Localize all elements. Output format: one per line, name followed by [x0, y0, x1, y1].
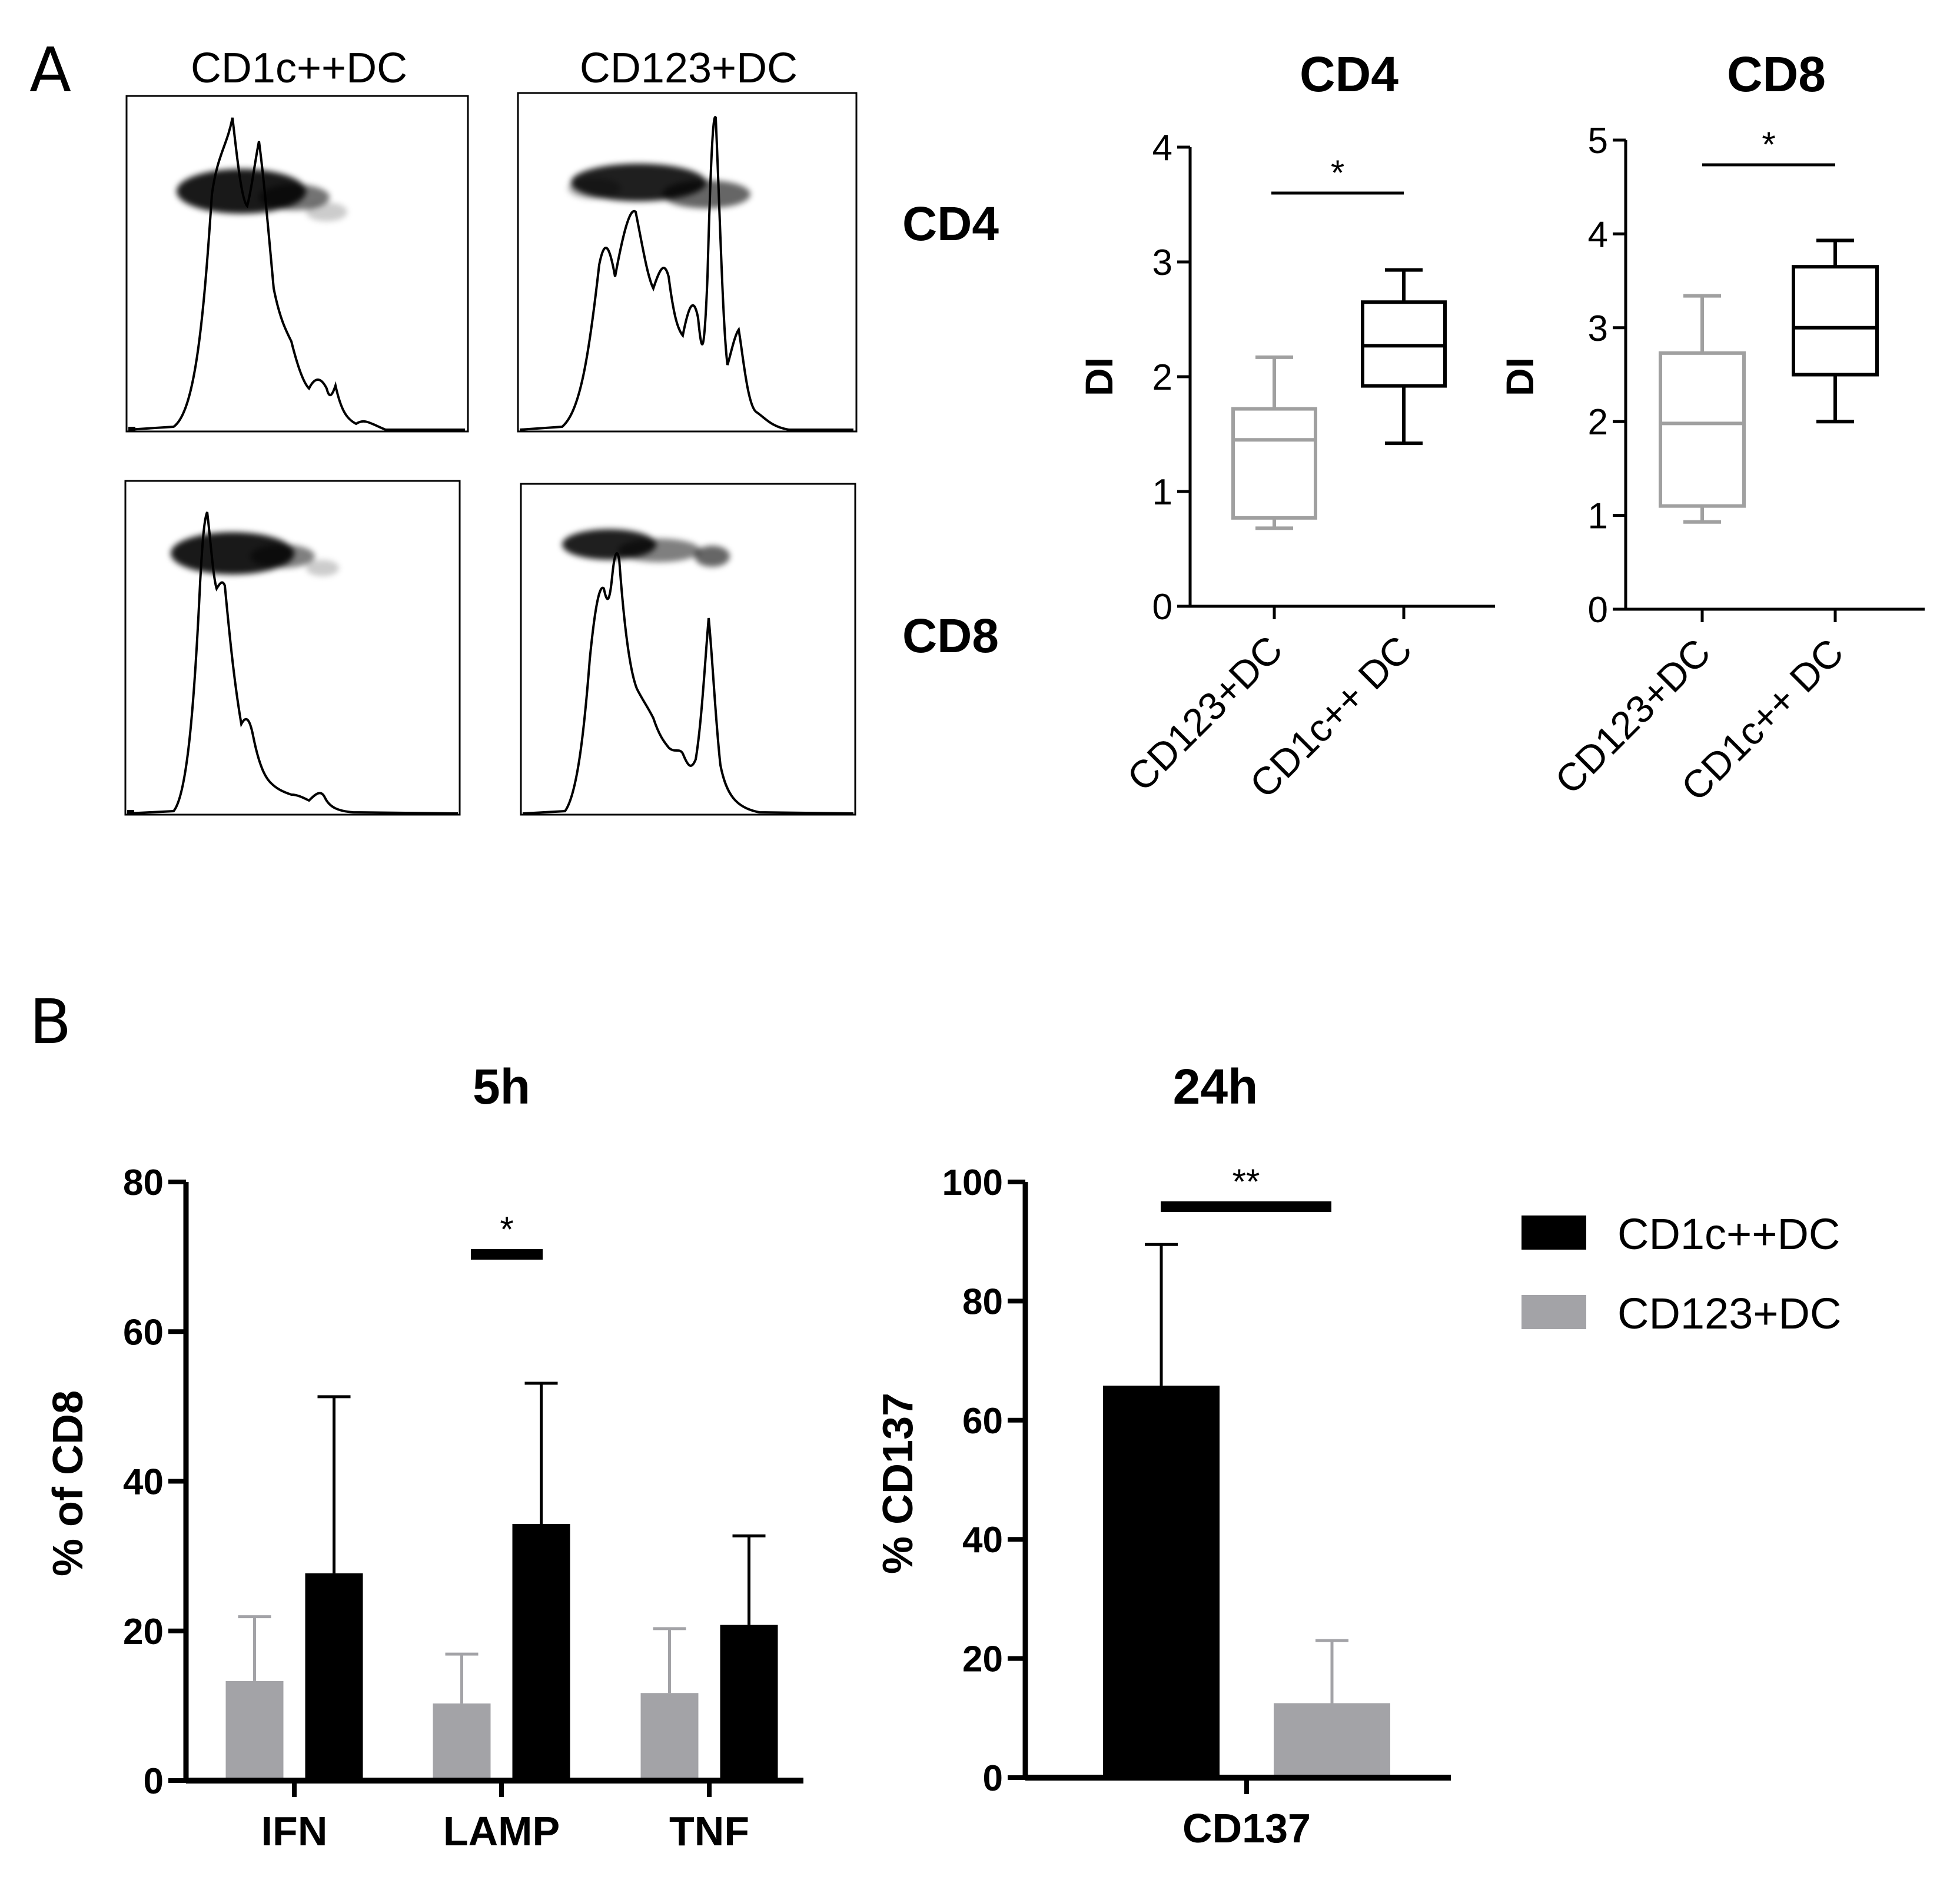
x-category-label: CD137	[1182, 1805, 1311, 1851]
y-tick-label: 4	[1152, 128, 1172, 168]
flow-col-title-2: CD123+DC	[580, 45, 798, 92]
y-tick-label: 0	[983, 1758, 1003, 1799]
y-tick-label: 0	[144, 1761, 164, 1802]
significance-label: **	[1233, 1162, 1260, 1201]
bar	[305, 1573, 363, 1781]
y-axis-label: DI	[1077, 357, 1121, 396]
x-category-label: LAMP	[443, 1808, 560, 1854]
y-tick-label: 2	[1152, 357, 1172, 398]
legend-label-cd123: CD123+DC	[1617, 1289, 1841, 1338]
y-tick-label: 20	[123, 1612, 164, 1652]
chart-title: 5h	[473, 1059, 530, 1114]
bar	[640, 1693, 699, 1781]
y-tick-label: 40	[962, 1520, 1003, 1560]
histogram-curve	[128, 117, 465, 431]
dot-cloud	[562, 529, 730, 567]
panel-a-letter: A	[29, 34, 71, 106]
y-tick-label: 0	[1152, 587, 1172, 627]
y-tick-label: 100	[942, 1163, 1003, 1203]
y-tick-label: 3	[1152, 243, 1172, 283]
dot-cloud	[171, 532, 339, 576]
significance-label: *	[1762, 125, 1775, 164]
axis-marker	[128, 427, 135, 431]
legend-swatch-cd123	[1522, 1295, 1586, 1329]
y-tick-label: 4	[1588, 214, 1608, 255]
flow-histogram-cd123-cd8	[520, 483, 856, 816]
dot-cloud	[568, 164, 750, 208]
y-tick-label: 80	[123, 1163, 164, 1203]
box	[1659, 351, 1746, 508]
y-tick-label: 5	[1588, 121, 1608, 161]
y-tick-label: 3	[1588, 308, 1608, 349]
barchart-24h: 24h 0 20 40 60 80 100 % CD137 CD137 **	[875, 1059, 1451, 1851]
flow-histogram-cd1c-cd4	[125, 95, 469, 433]
bar	[1103, 1386, 1220, 1778]
y-tick-label: 20	[962, 1639, 1003, 1680]
flow-row-label-cd4: CD4	[902, 197, 999, 251]
flow-histogram-cd1c-cd8	[124, 480, 461, 816]
chart-title: 24h	[1173, 1059, 1258, 1114]
box	[1792, 265, 1879, 377]
significance-label: *	[500, 1210, 513, 1249]
axis-marker	[127, 810, 134, 815]
y-tick-label: 60	[123, 1312, 164, 1353]
histogram-curve	[519, 115, 853, 431]
y-tick-label: 2	[1588, 402, 1608, 443]
bar	[433, 1703, 491, 1781]
y-axis-label: % CD137	[875, 1393, 922, 1574]
legend-swatch-cd1c	[1522, 1215, 1586, 1250]
histogram-curve	[522, 552, 854, 815]
y-tick-label: 60	[962, 1401, 1003, 1442]
y-tick-label: 40	[123, 1462, 164, 1503]
flow-row-label-cd8: CD8	[902, 609, 999, 663]
x-category-label: TNF	[669, 1808, 749, 1854]
x-category-label: IFN	[261, 1808, 328, 1854]
legend-label-cd1c: CD1c++DC	[1617, 1210, 1840, 1258]
chart-title: CD8	[1727, 47, 1826, 102]
bar	[720, 1625, 778, 1781]
significance-label: *	[1331, 153, 1344, 192]
legend: CD1c++DC CD123+DC	[1522, 1210, 1841, 1338]
bar	[512, 1523, 570, 1781]
flow-col-title-1: CD1c++DC	[191, 45, 407, 92]
box	[1231, 407, 1317, 520]
bar	[1274, 1703, 1390, 1778]
y-tick-label: 0	[1588, 590, 1608, 630]
y-tick-label: 1	[1588, 496, 1608, 537]
bar	[225, 1681, 284, 1781]
panel-b-letter: B	[29, 986, 71, 1058]
chart-title: CD4	[1300, 47, 1398, 102]
y-axis-label: % of CD8	[45, 1390, 92, 1576]
flow-histogram-cd123-cd4	[517, 92, 858, 433]
barchart-5h: 5h 0 20 40 60 80 % of CD8 IFN LAMP TNF *	[45, 1059, 803, 1854]
y-axis-label: DI	[1498, 357, 1542, 396]
histogram-curve	[127, 512, 459, 815]
y-tick-label: 80	[962, 1281, 1003, 1322]
y-tick-label: 1	[1152, 472, 1172, 513]
